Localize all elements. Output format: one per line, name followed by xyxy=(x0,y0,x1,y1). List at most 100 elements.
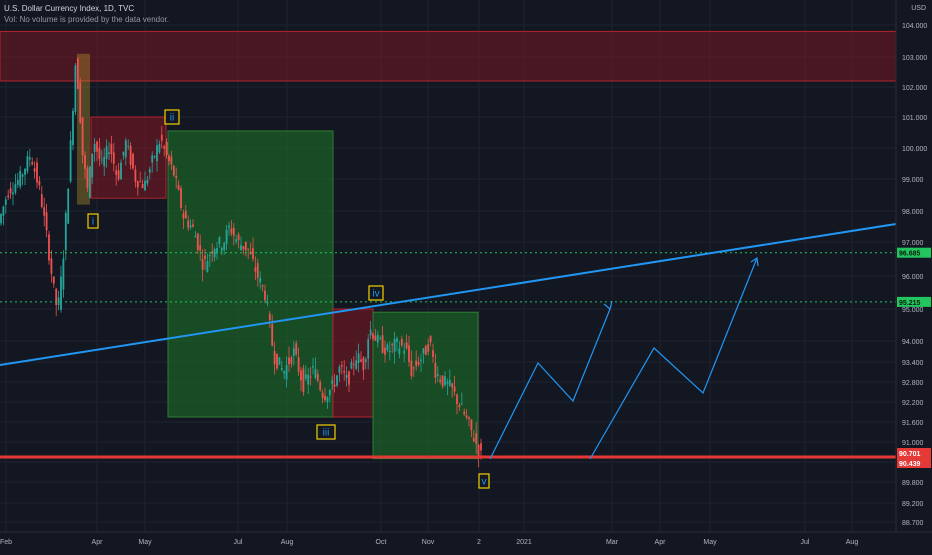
price-label-90.701: 90.701 xyxy=(899,451,921,458)
wave-label-ii: ii xyxy=(170,113,174,124)
y-tick-label: 98.000 xyxy=(902,209,924,216)
candle-body xyxy=(259,278,262,283)
candle-body xyxy=(393,338,396,352)
candle-body xyxy=(81,117,84,156)
candle-body xyxy=(321,392,324,398)
candle-body xyxy=(91,153,94,178)
candle-body xyxy=(74,65,77,113)
candle-body xyxy=(211,251,214,254)
candle-body xyxy=(348,371,350,385)
candle-body xyxy=(21,174,24,177)
wave-label-box xyxy=(368,285,384,301)
candle-body xyxy=(468,417,470,419)
candle-body xyxy=(343,370,346,373)
trendline xyxy=(0,223,897,366)
candle-body xyxy=(168,155,170,162)
candle-body xyxy=(43,207,46,216)
candle-body xyxy=(218,237,221,244)
candle-body xyxy=(187,220,190,228)
x-tick-label: Jul xyxy=(801,539,810,546)
candle-body xyxy=(124,140,127,158)
candle-body xyxy=(256,263,259,278)
candle-body xyxy=(139,181,142,183)
candle-body xyxy=(122,151,125,156)
candle-body xyxy=(448,379,451,386)
candle-body xyxy=(405,342,408,349)
y-tick-label: 102.000 xyxy=(902,85,927,92)
candle-body xyxy=(242,246,245,250)
price-label-box xyxy=(897,448,931,458)
candle-body xyxy=(412,367,415,369)
candle-body xyxy=(300,370,302,381)
y-tick-label: 91.600 xyxy=(902,420,924,427)
candle-body xyxy=(36,162,38,183)
y-tick-label: 104.000 xyxy=(902,23,927,30)
candle-body xyxy=(355,360,358,369)
candle-body xyxy=(177,185,180,190)
candle-body xyxy=(261,285,264,287)
candle-body xyxy=(79,82,82,123)
candle-body xyxy=(458,404,461,408)
y-tick-label: 103.000 xyxy=(902,55,927,62)
candle-body xyxy=(204,255,206,260)
candle-body xyxy=(295,343,298,355)
candle-body xyxy=(175,175,178,179)
y-tick-label: 99.000 xyxy=(902,177,924,184)
y-tick-label: 96.000 xyxy=(902,274,924,281)
wave-label-v: v xyxy=(482,477,487,488)
candle-body xyxy=(225,229,228,244)
candle-body xyxy=(381,335,384,353)
x-tick-label: Nov xyxy=(422,539,435,546)
x-tick-label: May xyxy=(703,539,717,546)
candle-body xyxy=(38,181,41,186)
candle-body xyxy=(158,144,161,153)
candle-body xyxy=(182,213,185,219)
candle-body xyxy=(326,397,329,403)
candle-body xyxy=(292,348,295,357)
y-tick-label: 92.200 xyxy=(902,400,924,407)
wave-label-box xyxy=(87,213,99,229)
price-label-95.215: 95.215 xyxy=(899,300,921,307)
candle-body xyxy=(472,438,475,442)
candle-body xyxy=(98,147,101,159)
x-tick-label: Mar xyxy=(606,539,619,546)
candle-body xyxy=(465,415,468,418)
x-tick-label: Apr xyxy=(655,539,667,546)
candle-body xyxy=(156,145,158,162)
chart-title: U.S. Dollar Currency Index, 1D, TVC xyxy=(4,4,135,13)
candle-body xyxy=(0,214,2,224)
candle-body xyxy=(436,374,439,376)
candle-body xyxy=(201,259,204,270)
candle-body xyxy=(146,179,149,184)
y-tick-label: 93.400 xyxy=(902,360,924,367)
candle-body xyxy=(148,169,151,173)
candle-body xyxy=(276,353,278,369)
candle-body xyxy=(208,255,211,257)
candle-body xyxy=(237,234,240,240)
candle-body xyxy=(110,143,113,155)
candle-body xyxy=(304,374,307,379)
candle-body xyxy=(352,364,355,366)
candle-body xyxy=(369,329,372,336)
candle-body xyxy=(7,195,10,198)
candle-body xyxy=(120,162,122,180)
candle-body xyxy=(398,348,401,355)
candle-body xyxy=(223,242,226,250)
candle-body xyxy=(410,360,413,376)
y-tick-label: 92.800 xyxy=(902,380,924,387)
candle-body xyxy=(266,302,269,304)
x-tick-label: 2021 xyxy=(516,539,532,546)
candle-body xyxy=(403,350,406,354)
candle-body xyxy=(331,380,334,384)
candle-body xyxy=(230,228,233,234)
candle-body xyxy=(314,369,317,379)
candle-body xyxy=(475,433,478,444)
candle-body xyxy=(76,58,79,90)
candle-body xyxy=(273,351,276,365)
candle-body xyxy=(33,168,36,172)
candle-body xyxy=(285,365,288,380)
y-tick-label: 89.200 xyxy=(902,501,924,508)
candle-body xyxy=(345,374,348,379)
